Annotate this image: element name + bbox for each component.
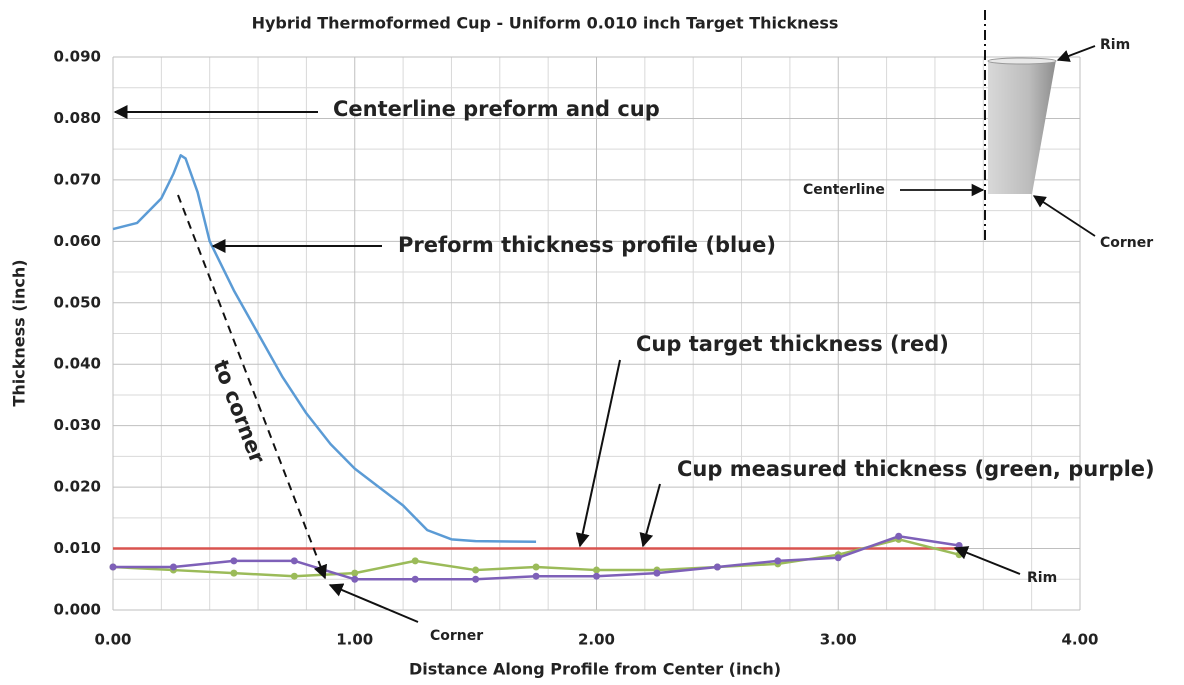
data-point <box>895 532 903 540</box>
data-point <box>532 563 540 571</box>
x-tick-label: 3.00 <box>820 631 857 649</box>
data-point <box>532 572 540 580</box>
y-axis-label: Thickness (inch) <box>10 259 29 406</box>
series-line <box>112 154 537 544</box>
data-point <box>290 557 298 565</box>
data-point <box>593 566 600 574</box>
x-tick-label: 1.00 <box>336 631 373 649</box>
data-point <box>472 566 480 574</box>
annotation-arrow <box>639 483 661 548</box>
x-tick-label: 4.00 <box>1061 631 1098 649</box>
data-point <box>351 575 359 583</box>
data-point <box>290 572 298 580</box>
y-tick-label: 0.070 <box>54 170 101 188</box>
annotation-arrow <box>953 546 1021 575</box>
data-point <box>109 563 117 571</box>
y-tick-label: 0.040 <box>54 355 101 373</box>
data-point <box>713 563 721 571</box>
annotation: Cup target thickness (red) <box>636 332 949 356</box>
chart-title: Hybrid Thermoformed Cup - Uniform 0.010 … <box>252 14 839 33</box>
y-tick-label: 0.030 <box>54 416 101 434</box>
cup-rim <box>987 57 1057 65</box>
data-point <box>472 575 480 583</box>
data-point <box>653 569 661 577</box>
data-point <box>593 572 600 580</box>
annotation: Cup measured thickness (green, purple) <box>677 457 1155 481</box>
data-point <box>230 569 238 577</box>
data-point <box>230 557 238 565</box>
data-point <box>411 575 419 583</box>
annotation: Rim <box>1027 570 1057 586</box>
y-tick-label: 0.020 <box>54 478 101 496</box>
x-tick-label: 2.00 <box>578 631 615 649</box>
x-tick-label: 0.00 <box>94 631 131 649</box>
y-tick-label: 0.010 <box>54 539 101 557</box>
inset-label: Corner <box>1100 235 1153 251</box>
annotation: Corner <box>430 628 483 644</box>
grid <box>112 56 1081 611</box>
inset-label: Centerline <box>803 182 885 198</box>
annotation: Preform thickness profile (blue) <box>398 233 776 257</box>
y-tick-label: 0.000 <box>54 601 101 619</box>
data-point <box>834 554 842 562</box>
x-axis-label: Distance Along Profile from Center (inch… <box>409 660 781 679</box>
data-point <box>774 557 782 565</box>
cup-inset <box>984 10 1057 240</box>
data-point <box>351 569 359 577</box>
inset-arrow <box>1032 195 1096 237</box>
y-tick-label: 0.050 <box>54 293 101 311</box>
annotation-arrow <box>177 194 328 580</box>
cup-shape <box>988 60 1056 194</box>
inset-arrow <box>1056 45 1096 62</box>
data-point <box>169 563 177 571</box>
data-point <box>955 551 963 559</box>
annotation: Centerline preform and cup <box>333 97 660 121</box>
data-point <box>411 557 419 565</box>
annotation-arrow <box>328 583 419 623</box>
y-tick-label: 0.080 <box>54 109 101 127</box>
plot-area <box>109 154 963 583</box>
y-tick-label: 0.090 <box>54 48 101 66</box>
y-tick-label: 0.060 <box>54 232 101 250</box>
annotation-arrow <box>575 359 621 548</box>
inset-label: Rim <box>1100 37 1130 53</box>
